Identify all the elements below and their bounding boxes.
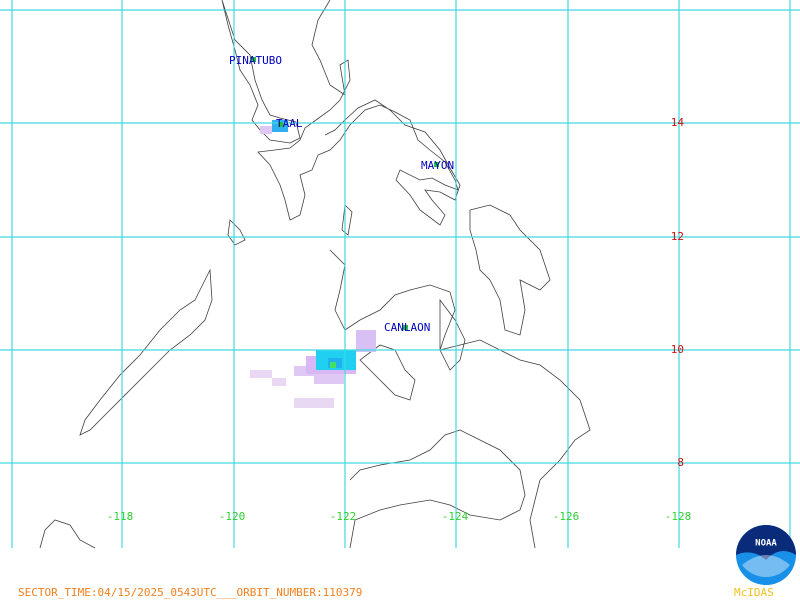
ash-pixel (272, 378, 286, 386)
longitude-label: -126 (553, 510, 580, 523)
noaa-logo: NOAA (736, 525, 796, 585)
longitude-label: -128 (665, 510, 692, 523)
latitude-label: 12 (671, 230, 684, 243)
volcano-markers (251, 57, 439, 330)
longitude-label: -118 (107, 510, 134, 523)
ash-pixel (294, 366, 314, 376)
logo-text: NOAA (755, 539, 777, 549)
ash-pixel (260, 126, 272, 134)
volcano-label: MAYON (421, 159, 454, 172)
ash-pixel (356, 330, 376, 352)
longitude-label: -122 (330, 510, 357, 523)
latitude-label: 10 (671, 343, 684, 356)
longitude-label: -124 (442, 510, 469, 523)
software-label: McIDAS (734, 586, 774, 599)
ash-pixel (250, 370, 272, 378)
latitude-label: 14 (671, 116, 685, 129)
volcano-label: PINATUBO (229, 54, 282, 67)
ash-pixel (294, 398, 334, 408)
graticule (0, 0, 800, 548)
volcano-label: TAAL (276, 117, 303, 130)
longitude-label: -120 (219, 510, 246, 523)
latitude-label: 8 (677, 456, 684, 469)
volcano-label: CANLAON (384, 321, 430, 334)
ash-pixel (330, 362, 336, 368)
ash-pixel (314, 374, 344, 384)
sector-info: SECTOR_TIME:04/15/2025_0543UTC___ORBIT_N… (18, 586, 362, 599)
